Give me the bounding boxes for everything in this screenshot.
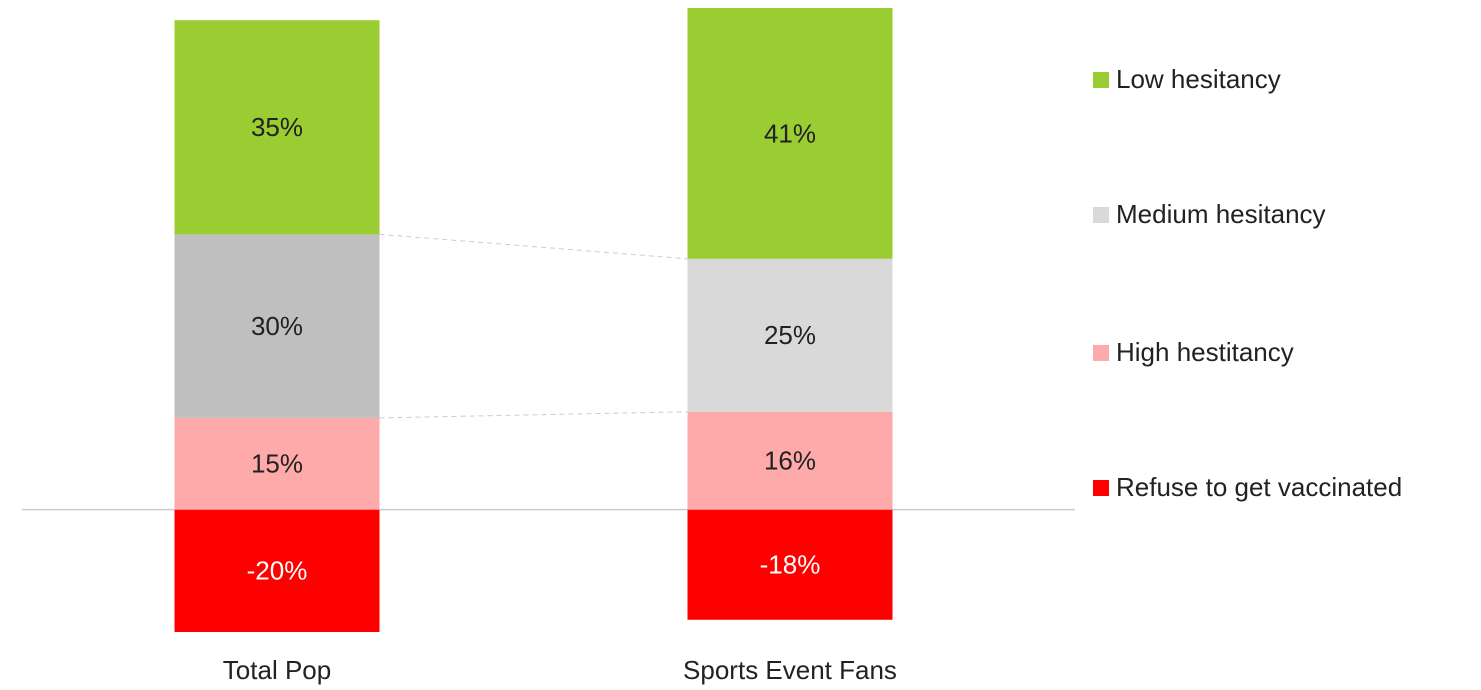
value-label: 41%: [764, 118, 816, 148]
bar-segment: [174, 20, 380, 235]
legend-swatch: [1093, 72, 1109, 88]
value-label: 16%: [764, 446, 816, 476]
x-tick-label: Sports Event Fans: [683, 655, 897, 685]
legend-label: Low hesitancy: [1116, 64, 1281, 94]
bar-segment: [174, 509, 380, 632]
bar-segment: [687, 509, 893, 620]
bar-segment: [687, 8, 893, 259]
value-label: 15%: [251, 449, 303, 479]
value-label: 25%: [764, 320, 816, 350]
value-label: -20%: [247, 556, 308, 586]
bar-segment: [687, 411, 893, 510]
bar-segment: [174, 234, 380, 418]
legend-swatch: [1093, 207, 1109, 223]
connector: [379, 411, 688, 419]
legend-swatch: [1093, 480, 1109, 496]
value-label: 30%: [251, 311, 303, 341]
bar-segment: [687, 258, 893, 412]
value-label: -18%: [760, 550, 821, 580]
legend-swatch: [1093, 345, 1109, 361]
value-label: 35%: [251, 112, 303, 142]
legend-label: Medium hesitancy: [1116, 199, 1326, 229]
legend-label: High hestitancy: [1116, 337, 1294, 367]
bar-segment: [174, 417, 380, 510]
legend-label: Refuse to get vaccinated: [1116, 472, 1402, 502]
x-tick-label: Total Pop: [223, 655, 331, 685]
connector: [379, 233, 688, 260]
